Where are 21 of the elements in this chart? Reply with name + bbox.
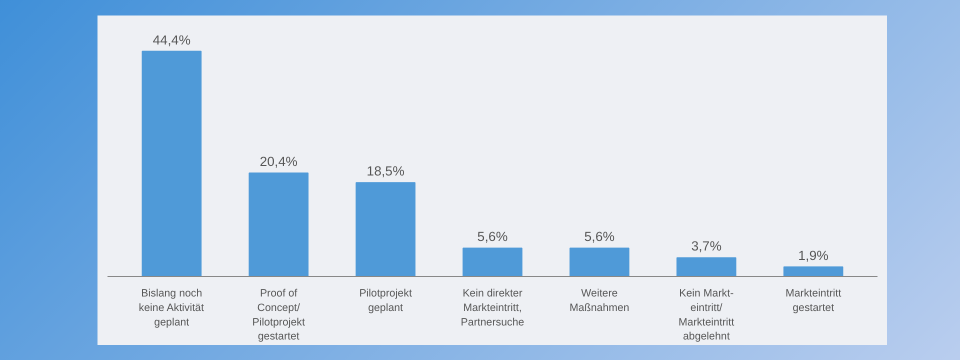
x-tick-label: Proof of Concept/ Pilotprojekt gestartet (252, 288, 306, 343)
x-tick-label: Markteintritt gestartet (786, 288, 842, 314)
bar (570, 248, 630, 276)
bar (462, 248, 522, 276)
data-label: 20,4% (260, 154, 298, 170)
x-tick-label: Kein direkter Markteintritt, Partnersuche (460, 288, 524, 328)
x-tick-label: Pilotprojekt geplant (359, 288, 412, 314)
x-tick-label: Weitere Maßnahmen (570, 288, 630, 314)
bar (248, 172, 309, 276)
data-label: 18,5% (366, 164, 405, 179)
data-label: 44,4% (152, 32, 191, 48)
data-label: 3,7% (691, 238, 722, 254)
bar (783, 266, 844, 276)
data-label: 5,6% (584, 229, 615, 244)
data-label: 5,6% (477, 229, 508, 244)
bar (356, 182, 416, 276)
x-tick-label: Kein Markt- eintritt/ Markteintritt abgelehnt (678, 288, 734, 343)
bar (676, 257, 736, 276)
bar (142, 50, 202, 276)
x-tick-label: Bislang noch keine Aktivität geplant (138, 288, 204, 328)
data-label: 1,9% (798, 248, 829, 263)
